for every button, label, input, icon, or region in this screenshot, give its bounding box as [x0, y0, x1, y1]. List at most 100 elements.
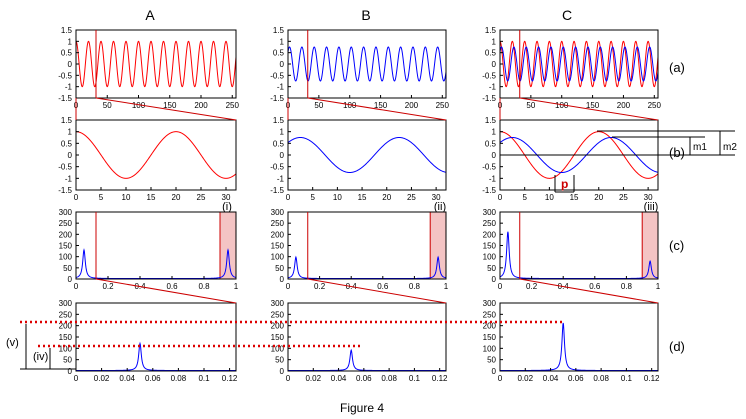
signal-line-blue	[499, 46, 659, 82]
y-tick-label: 150	[483, 333, 497, 342]
y-tick-label: 250	[271, 219, 285, 228]
x-tick-label: 0.2	[526, 282, 538, 291]
x-tick-label: 0.06	[356, 374, 372, 383]
x-tick-label: 0.08	[381, 374, 397, 383]
plot-frame	[287, 119, 447, 191]
signal-line-blue	[499, 137, 659, 173]
y-tick-label: 0	[280, 367, 285, 376]
x-tick-label: 0.12	[222, 374, 238, 383]
x-tick-label: 0.04	[119, 374, 135, 383]
x-tick-label: 0.2	[314, 282, 326, 291]
x-tick-label: 25	[619, 193, 628, 202]
y-tick-label: 200	[483, 230, 497, 239]
x-tick-label: 0.04	[543, 374, 559, 383]
highlight-region	[641, 211, 659, 280]
x-tick-label: 250	[226, 101, 240, 110]
y-tick-label: 0	[280, 275, 285, 284]
x-tick-label: 250	[648, 101, 662, 110]
x-tick-label: 10	[122, 193, 131, 202]
x-tick-label: 20	[594, 193, 603, 202]
y-tick-label: 150	[271, 333, 285, 342]
x-tick-label: 5	[99, 193, 104, 202]
y-tick-label: -0.5	[58, 163, 72, 172]
y-tick-label: -0.5	[58, 71, 72, 80]
y-tick-label: 1	[492, 37, 497, 46]
y-tick-label: -1.5	[270, 94, 284, 103]
x-tick-label: 0.08	[171, 374, 187, 383]
plot-frame	[287, 211, 447, 280]
y-tick-label: -0.5	[270, 71, 284, 80]
y-tick-label: 100	[483, 344, 497, 353]
y-tick-label: 100	[271, 344, 285, 353]
panel-a-b: 1.510.50-0.5-1-1.50 50 100 150 200 250	[270, 26, 449, 110]
x-tick-label: 200	[405, 101, 419, 110]
y-tick-label: 250	[483, 310, 497, 319]
x-tick-label: 0.6	[589, 282, 601, 291]
y-tick-label: 150	[483, 242, 497, 251]
zoom-connector-ab	[499, 97, 659, 121]
y-tick-label: -1.5	[482, 94, 496, 103]
y-tick-label: 1.5	[61, 116, 73, 125]
y-tick-label: 0	[492, 151, 497, 160]
plot-frame	[75, 119, 237, 191]
x-tick-label: 15	[147, 193, 156, 202]
zoom-connector-ab	[287, 97, 447, 121]
x-tick-label: 100	[343, 101, 357, 110]
y-tick-label: 0	[68, 151, 73, 160]
x-tick-label: 0.04	[331, 374, 347, 383]
y-tick-label: 0.5	[485, 139, 497, 148]
y-tick-label: -1.5	[270, 186, 284, 195]
y-tick-label: 0	[68, 367, 73, 376]
x-tick-label: 50	[103, 101, 112, 110]
y-tick-label: 300	[271, 299, 285, 308]
y-tick-label: 100	[59, 253, 73, 262]
y-tick-label: -1	[489, 83, 497, 92]
y-tick-label: 150	[59, 242, 73, 251]
row-label-b: (b)	[669, 145, 685, 160]
y-tick-label: 0.5	[61, 49, 73, 58]
y-tick-label: 1.5	[61, 26, 73, 35]
signal-line-red	[76, 131, 237, 179]
y-tick-label: 0	[68, 275, 73, 284]
x-tick-label: 150	[163, 101, 177, 110]
peak-label-iii: (iii)	[644, 201, 659, 213]
peak-label-ii: (ii)	[434, 201, 446, 213]
x-tick-label: 0	[498, 193, 503, 202]
signal-line-blue	[287, 46, 447, 82]
x-tick-label: 50	[526, 101, 535, 110]
y-tick-label: 1	[68, 37, 73, 46]
row-label-c: (c)	[669, 238, 684, 253]
spectrum-line	[287, 255, 447, 280]
y-tick-label: 0	[280, 60, 285, 69]
annotation-m2: m2	[723, 142, 737, 153]
x-tick-label: 0	[74, 193, 79, 202]
plot-frame	[75, 302, 237, 372]
panels: 1.510.50-0.5-1-1.50 50 100 150 200 2501.510.5…	[58, 26, 661, 383]
panel-b-a: 1.510.50-0.5-1-1.50 5 10 15 20 25 30	[58, 116, 237, 202]
x-tick-label: 50	[314, 101, 323, 110]
y-tick-label: 200	[271, 230, 285, 239]
x-tick-label: 0.1	[198, 374, 210, 383]
y-tick-label: 150	[271, 242, 285, 251]
x-tick-label: 100	[555, 101, 569, 110]
figure-caption: Figure 4	[340, 401, 384, 415]
overlays	[20, 97, 735, 370]
spectrum-line	[76, 341, 236, 372]
x-tick-label: 0	[74, 374, 79, 383]
y-tick-label: 100	[483, 253, 497, 262]
x-tick-label: 100	[132, 101, 146, 110]
highlight-region	[429, 211, 447, 280]
y-tick-label: 0	[492, 275, 497, 284]
y-tick-label: -1	[277, 83, 285, 92]
annotation-v: (v)	[6, 337, 19, 349]
plot-frame	[287, 302, 447, 372]
y-tick-label: 0.5	[61, 139, 73, 148]
x-tick-label: 0	[74, 282, 79, 291]
y-tick-label: -1	[65, 174, 73, 183]
x-tick-label: 1	[444, 282, 449, 291]
x-tick-label: 0.06	[145, 374, 161, 383]
y-tick-label: 50	[63, 356, 72, 365]
